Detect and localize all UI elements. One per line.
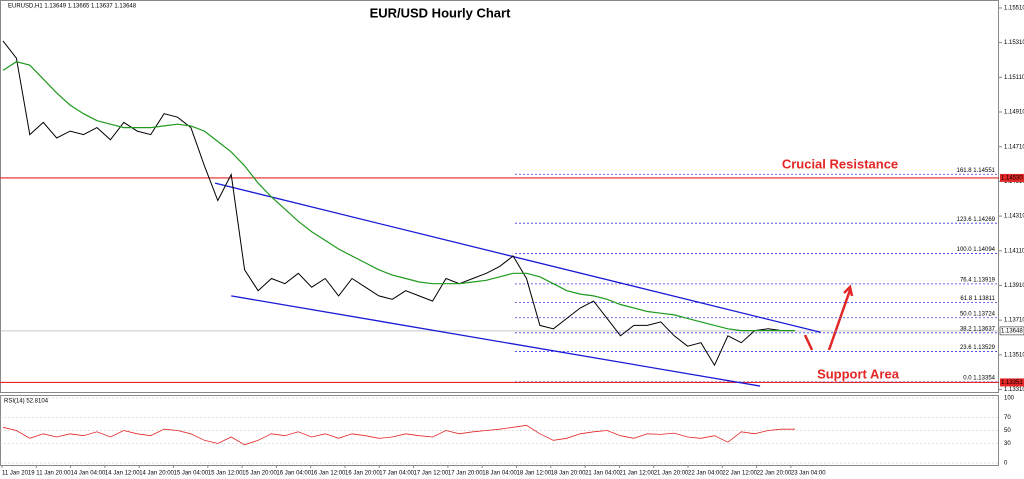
x-tick-label: 22 Jan 20:00	[757, 471, 792, 477]
x-tick-label: 22 Jan 12:00	[722, 471, 757, 477]
x-tick-label: 15 Jan 04:00	[174, 471, 209, 477]
rsi-tick-label: 100	[1004, 396, 1015, 402]
support-note: Support Area	[817, 366, 900, 381]
x-tick-label: 22 Jan 04:00	[688, 471, 723, 477]
y-tick-label: 1.13510	[1004, 352, 1024, 358]
fib-label: 100.0 1.14094	[957, 247, 996, 253]
x-tick-label: 21 Jan 12:00	[619, 471, 654, 477]
x-tick-label: 17 Jan 12:00	[414, 471, 449, 477]
y-tick-label: 1.15310	[1004, 40, 1024, 46]
x-tick-label: 17 Jan 04:00	[379, 471, 414, 477]
current-price-box	[999, 326, 1024, 336]
x-tick-label: 18 Jan 04:00	[482, 471, 517, 477]
y-tick-label: 1.14110	[1004, 248, 1024, 254]
price-frame	[0, 0, 999, 393]
trendline	[231, 295, 761, 387]
x-tick-label: 11 Jan 2019	[2, 471, 35, 477]
x-tick-label: 17 Jan 20:00	[448, 471, 483, 477]
x-tick-label: 14 Jan 20:00	[139, 471, 174, 477]
x-tick-label: 15 Jan 20:00	[242, 471, 277, 477]
x-tick-label: 16 Jan 12:00	[311, 471, 346, 477]
arrows	[803, 284, 854, 351]
y-tick-label: 1.14310	[1004, 214, 1024, 220]
support-box	[1000, 378, 1024, 387]
x-tick-label: 14 Jan 12:00	[105, 471, 140, 477]
header: EURUSD,H1 1.13649 1.13665 1.13637 1.1364…	[8, 4, 137, 10]
resistance-note: Crucial Resistance	[782, 156, 898, 171]
x-tick-label: 16 Jan 20:00	[345, 471, 380, 477]
y-tick-label: 1.14510	[1004, 179, 1024, 185]
y-tick-label: 1.13910	[1004, 283, 1024, 289]
y-tick-label: 1.14910	[1004, 110, 1024, 116]
x-tick-label: 23 Jan 04:00	[791, 471, 826, 477]
chart-title: EUR/USD Hourly Chart	[370, 5, 512, 20]
fib-label: 0.0 1.13354	[963, 375, 995, 381]
fib-label: 61.8 1.13811	[960, 296, 995, 302]
fib-label: 76.4 1.13919	[960, 277, 996, 283]
y-tick-label: 1.15510	[1004, 6, 1024, 12]
rsi-line	[2, 424, 795, 446]
current-price-label: 1.13648	[1001, 328, 1023, 334]
x-tick-label: 15 Jan 12:00	[208, 471, 243, 477]
x-tick-label: 14 Jan 04:00	[71, 471, 106, 477]
fib-label: 123.6 1.14269	[957, 217, 996, 223]
resistance-box	[1000, 173, 1024, 182]
x-tick-label: 18 Jan 20:00	[551, 471, 586, 477]
x-tick-label: 21 Jan 20:00	[654, 471, 689, 477]
series-line	[2, 40, 795, 367]
rsi-tick-label: 0	[1004, 461, 1008, 467]
trendline	[214, 182, 821, 333]
fib-label: 50.0 1.13724	[960, 311, 996, 317]
y-tick-label: 1.15110	[1004, 75, 1024, 81]
rsi-tick-label: 30	[1004, 441, 1011, 447]
support-label: 1.13351	[1001, 380, 1023, 386]
x-tick-label: 18 Jan 12:00	[517, 471, 552, 477]
rsi-label: RSI(14) 52.8104	[4, 399, 49, 405]
fib-label: 23.6 1.13529	[960, 345, 996, 351]
resistance-label: 1.14530	[1001, 175, 1023, 181]
rsi-tick-label: 50	[1004, 428, 1011, 434]
y-tick-label: 1.13310	[1004, 387, 1024, 393]
x-tick-label: 11 Jan 20:00	[36, 471, 71, 477]
rsi-tick-label: 70	[1004, 415, 1011, 421]
series-line	[2, 61, 795, 332]
fib-label: 38.2 1.13637	[960, 326, 996, 332]
y-tick-label: 1.13710	[1004, 318, 1024, 324]
fib-label: 161.8 1.14551	[957, 168, 996, 174]
x-tick-label: 16 Jan 04:00	[276, 471, 311, 477]
y-tick-label: 1.14710	[1004, 144, 1024, 150]
x-tick-label: 21 Jan 04:00	[585, 471, 620, 477]
